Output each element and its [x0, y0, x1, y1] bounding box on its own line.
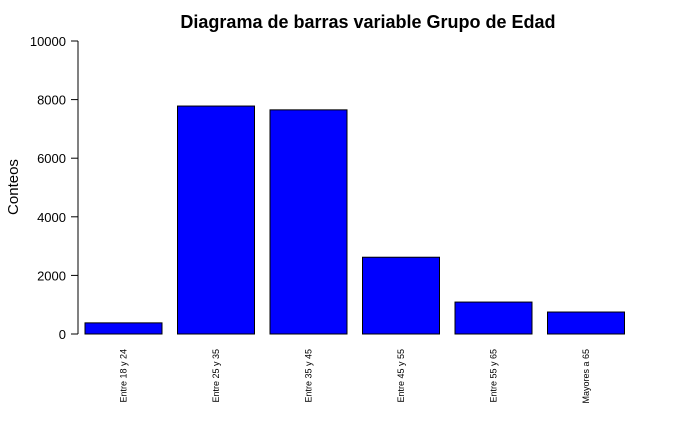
x-tick-label: Entre 18 y 24 [119, 349, 129, 403]
y-axis-label: Conteos [5, 159, 22, 215]
x-tick-label: Entre 35 y 45 [304, 349, 314, 403]
bar [177, 105, 255, 335]
x-tick-label: Entre 25 y 35 [211, 349, 221, 403]
bar [84, 322, 163, 335]
bar [547, 311, 625, 335]
bars [84, 105, 625, 335]
bar [454, 301, 533, 335]
y-tick-label: 6000 [37, 151, 66, 166]
y-tick-label: 4000 [37, 210, 66, 225]
y-tick-label: 2000 [37, 268, 66, 283]
x-tick-label: Mayores a 65 [581, 349, 591, 404]
bar [269, 109, 348, 335]
x-axis-tick-labels: Entre 18 y 24 Entre 25 y 35 Entre 35 y 45 E… [119, 349, 592, 404]
y-tick-label: 8000 [37, 93, 66, 108]
y-tick-label: 0 [59, 327, 66, 342]
y-tick-label: 10000 [30, 34, 66, 49]
bar [362, 256, 440, 335]
y-axis-ticks: 0 2000 4000 6000 8000 10000 [30, 34, 78, 342]
x-tick-label: Entre 45 y 55 [396, 349, 406, 403]
x-tick-label: Entre 55 y 65 [489, 349, 499, 403]
chart-title: Diagrama de barras variable Grupo de Eda… [180, 12, 555, 32]
